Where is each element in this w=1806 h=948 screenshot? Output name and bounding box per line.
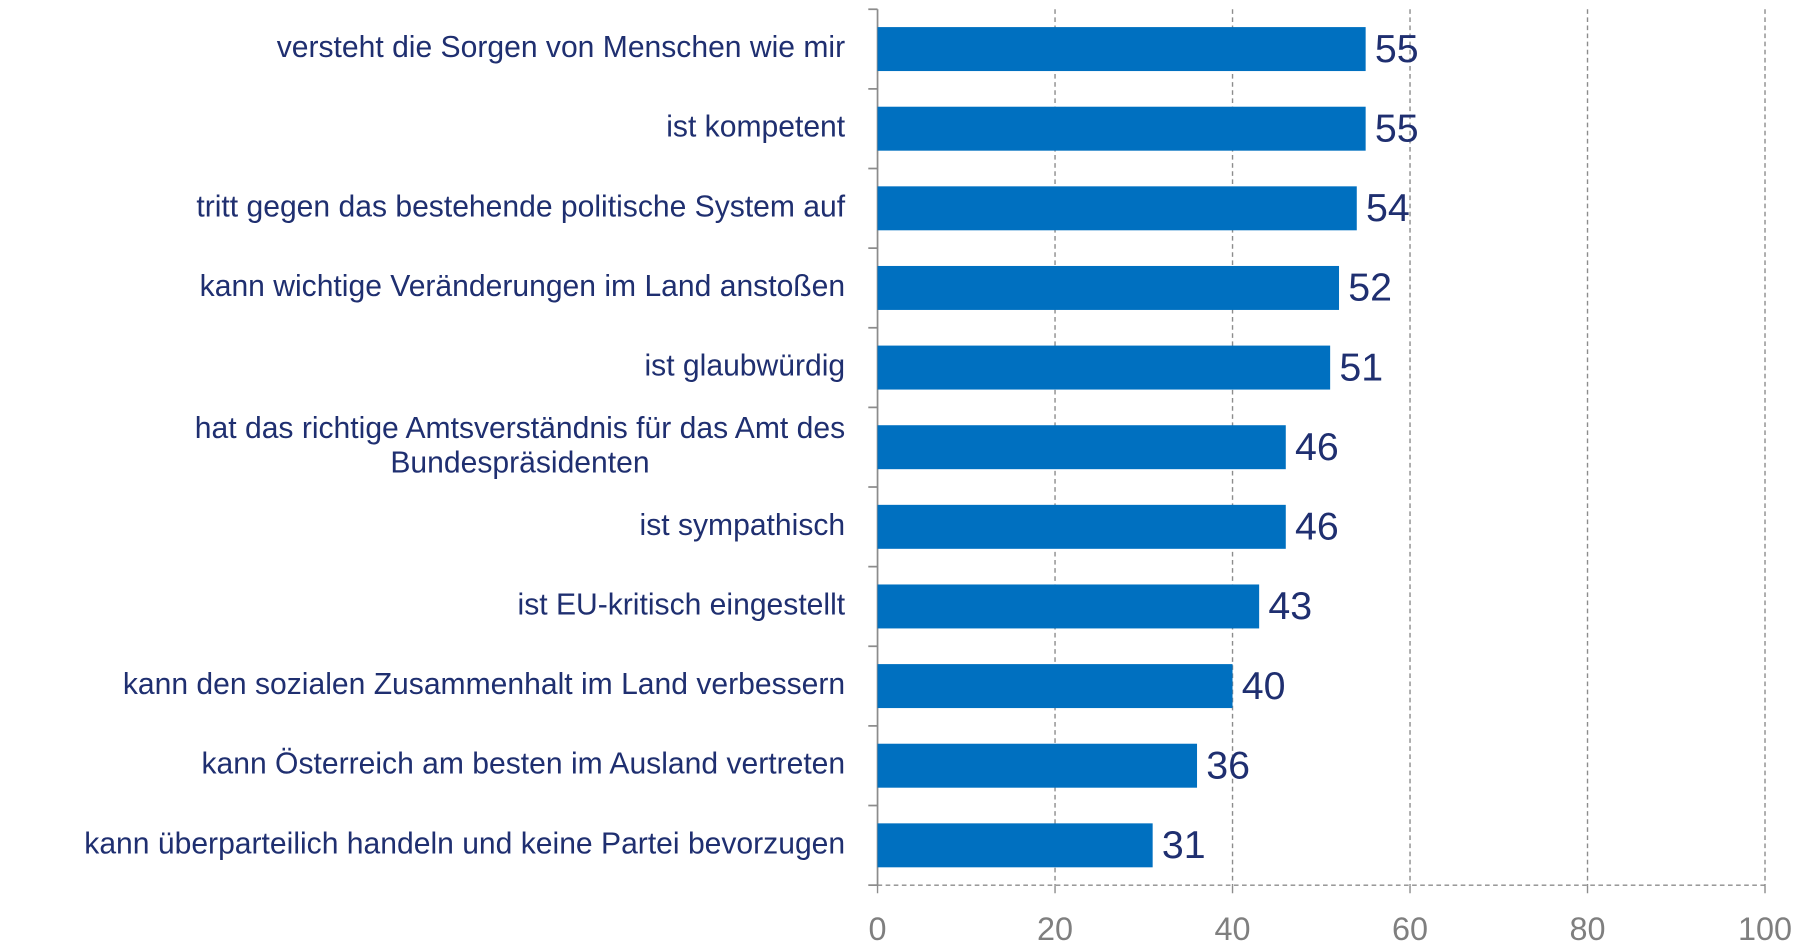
bar <box>877 186 1357 231</box>
bar <box>877 504 1286 549</box>
y-tick-label: tritt gegen das bestehende politische Sy… <box>196 190 845 223</box>
bar <box>877 743 1198 788</box>
x-tick-label: 20 <box>1037 911 1073 943</box>
y-tick-label: kann wichtige Veränderungen im Land anst… <box>200 270 845 303</box>
bar <box>877 27 1366 72</box>
value-label: 46 <box>1295 425 1339 469</box>
y-tick-label: ist EU-kritisch eingestellt <box>518 588 846 621</box>
bar <box>877 265 1340 310</box>
y-tick-label: ist kompetent <box>666 111 846 144</box>
value-label: 43 <box>1268 584 1312 628</box>
y-tick-label: ist glaubwürdig <box>645 350 846 383</box>
bar <box>877 823 1153 868</box>
x-tick-label: 0 <box>869 911 887 943</box>
value-label: 55 <box>1375 27 1419 71</box>
value-label: 40 <box>1242 664 1286 708</box>
y-tick-label: ist sympathisch <box>640 509 846 542</box>
y-tick-label: hat das richtige Amtsverständnis für das… <box>195 412 845 480</box>
bar <box>877 584 1260 629</box>
y-tick-label: kann überparteilich handeln und keine Pa… <box>84 827 845 860</box>
bar <box>877 345 1331 390</box>
value-label: 51 <box>1339 345 1383 389</box>
value-label: 54 <box>1366 186 1410 230</box>
value-label: 36 <box>1206 743 1250 787</box>
x-tick-label: 40 <box>1215 911 1251 943</box>
value-label: 52 <box>1348 266 1392 310</box>
y-tick-label: kann den sozialen Zusammenhalt im Land v… <box>123 668 845 701</box>
value-label: 46 <box>1295 505 1339 549</box>
x-tick-label: 80 <box>1570 911 1606 943</box>
y-tick-label: kann Österreich am besten im Ausland ver… <box>201 748 845 781</box>
bar <box>877 425 1286 470</box>
value-label: 55 <box>1375 106 1419 150</box>
x-tick-label: 100 <box>1738 911 1792 943</box>
bar <box>877 664 1233 709</box>
x-tick-label: 60 <box>1392 911 1428 943</box>
bar <box>877 106 1366 151</box>
y-tick-label: versteht die Sorgen von Menschen wie mir <box>277 31 845 64</box>
value-label: 31 <box>1162 823 1206 867</box>
